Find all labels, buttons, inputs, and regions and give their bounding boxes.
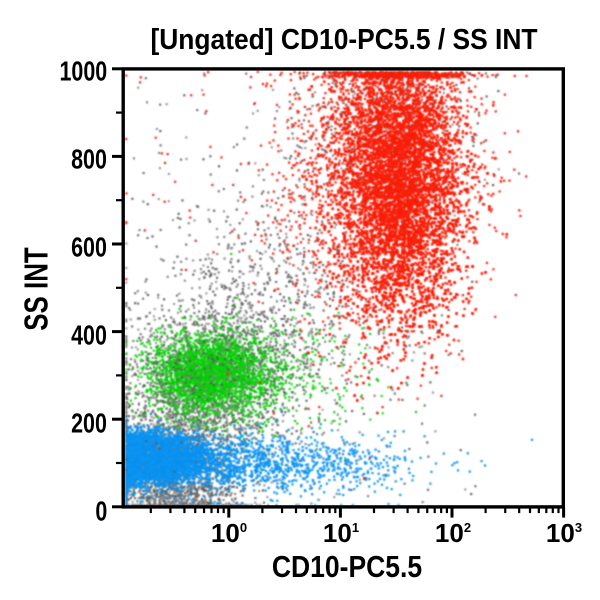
svg-text:SS INT: SS INT xyxy=(19,247,56,330)
